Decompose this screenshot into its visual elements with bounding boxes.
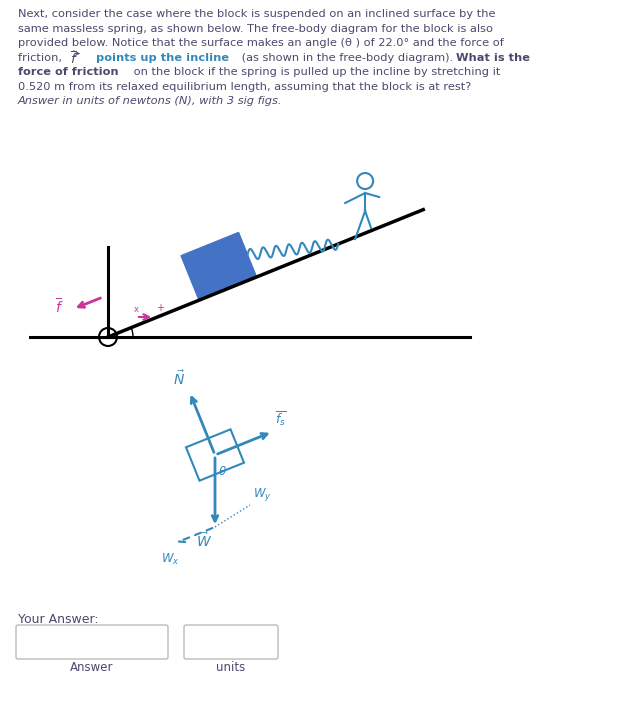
Text: 0.520 m from its relaxed equilibrium length, assuming that the block is at rest?: 0.520 m from its relaxed equilibrium len… (18, 81, 471, 91)
Text: What is the: What is the (456, 52, 530, 62)
Text: $\overline{f}$: $\overline{f}$ (70, 51, 78, 68)
Text: Your Answer:: Your Answer: (18, 613, 98, 626)
Text: points up the incline: points up the incline (88, 52, 229, 62)
Text: $\overline{f}$: $\overline{f}$ (55, 297, 63, 317)
Text: +: + (156, 303, 164, 313)
Text: x: x (134, 305, 139, 314)
Text: $\theta$: $\theta$ (218, 465, 227, 478)
FancyBboxPatch shape (184, 625, 278, 659)
Text: (as shown in the free-body diagram).: (as shown in the free-body diagram). (238, 52, 457, 62)
Text: friction,: friction, (18, 52, 69, 62)
Text: Answer: Answer (70, 661, 114, 674)
Text: on the block if the spring is pulled up the incline by stretching it: on the block if the spring is pulled up … (130, 67, 500, 77)
Text: $W_x$: $W_x$ (161, 552, 179, 566)
Polygon shape (181, 233, 257, 300)
Text: $W_y$: $W_y$ (253, 486, 271, 503)
Text: $\vec{N}$: $\vec{N}$ (172, 369, 185, 388)
Text: same massless spring, as shown below. The free-body diagram for the block is als: same massless spring, as shown below. Th… (18, 23, 493, 33)
Text: force of friction: force of friction (18, 67, 118, 77)
FancyBboxPatch shape (16, 625, 168, 659)
Text: $\vec{W}$: $\vec{W}$ (196, 531, 212, 550)
Text: provided below. Notice that the surface makes an angle (θ ) of 22.0° and the for: provided below. Notice that the surface … (18, 38, 504, 48)
Text: units: units (217, 661, 246, 674)
Text: $\overline{f_s}$: $\overline{f_s}$ (275, 409, 287, 428)
Text: Next, consider the case where the block is suspended on an inclined surface by t: Next, consider the case where the block … (18, 9, 496, 19)
Text: Answer in units of newtons (N), with 3 sig figs.: Answer in units of newtons (N), with 3 s… (18, 96, 282, 106)
